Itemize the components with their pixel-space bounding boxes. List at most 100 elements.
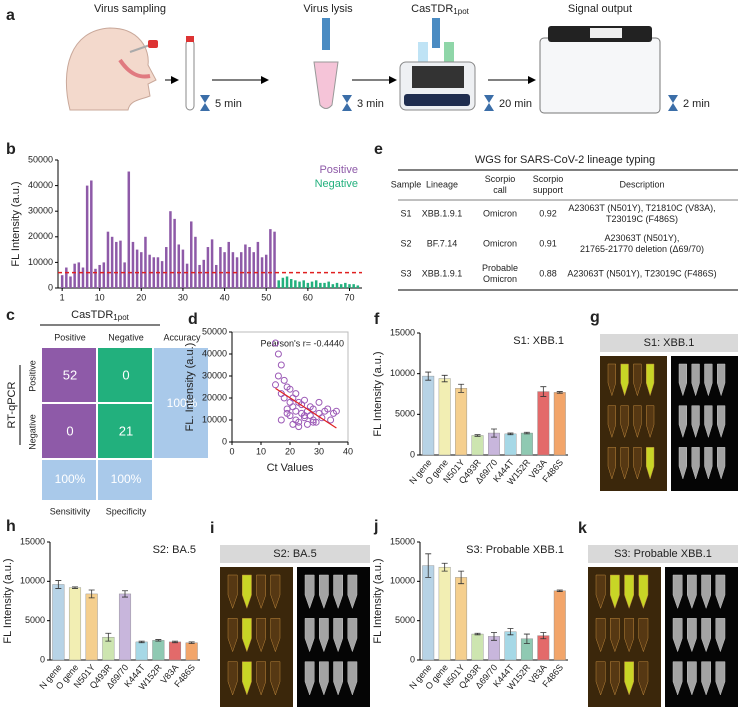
tube	[678, 405, 687, 439]
y-tick-label: 15000	[20, 536, 45, 546]
y-tick-label: 10000	[390, 576, 415, 586]
point	[274, 372, 282, 380]
step-main: CasTDR	[411, 3, 453, 15]
matrix-reference: RT-qPCR	[6, 382, 18, 429]
tube	[717, 405, 726, 439]
bar	[219, 247, 222, 288]
point	[283, 405, 291, 413]
annotation: Pearson's r= -0.4440	[260, 338, 344, 348]
tube	[715, 574, 726, 610]
point	[309, 418, 317, 426]
chart-title: S1: XBB.1	[513, 335, 564, 347]
step-label: CasTDR1pot	[411, 3, 470, 16]
tube	[717, 447, 726, 480]
point	[301, 396, 308, 404]
tube	[717, 363, 726, 397]
tube	[678, 363, 687, 397]
tube	[691, 405, 700, 439]
bar	[194, 236, 197, 288]
y-tick-label: 10000	[20, 576, 45, 586]
tube	[646, 405, 655, 439]
panel-label: f	[374, 311, 380, 328]
bar	[135, 641, 148, 661]
y-tick-label: 10000	[390, 368, 415, 378]
panel-label: e	[374, 141, 383, 158]
tube	[270, 661, 281, 696]
tube	[610, 661, 620, 696]
x-tick-label: 70	[344, 292, 354, 302]
y-tick-label: 10000	[28, 257, 53, 267]
error-bar	[122, 590, 128, 598]
tube	[701, 574, 711, 610]
bar	[537, 391, 550, 456]
error-bar	[474, 632, 481, 636]
tube	[347, 618, 358, 653]
footer-label: Sensitivity	[50, 506, 91, 516]
bar	[289, 279, 293, 288]
bar	[277, 280, 280, 288]
point	[292, 390, 300, 398]
bar	[438, 566, 451, 661]
x-tick-label: 0	[229, 446, 234, 456]
table-cell: 0.88	[539, 268, 557, 278]
image-title-bar	[600, 334, 738, 352]
point	[286, 385, 294, 393]
table-cell: T23019C (F486S)	[606, 214, 678, 224]
tube	[610, 618, 620, 653]
y-tick-label: 40000	[28, 180, 53, 190]
point	[277, 416, 285, 424]
column-label: Positive	[54, 332, 86, 342]
y-tick-label: 5000	[395, 409, 415, 419]
matrix-cell	[98, 404, 152, 458]
y-tick-label: 0	[222, 436, 227, 446]
tube	[691, 447, 700, 480]
bar	[310, 281, 314, 288]
bar	[422, 565, 435, 661]
image-title: S3: Probable XBB.1	[614, 548, 712, 560]
image-title: S1: XBB.1	[644, 337, 695, 349]
tube	[304, 618, 315, 653]
error-bar	[458, 570, 465, 585]
y-tick-label: 15000	[390, 536, 415, 546]
y-axis-label: FL Intensity (a.u.)	[2, 558, 14, 643]
bar	[281, 277, 285, 288]
bar	[106, 231, 110, 288]
point	[292, 407, 300, 415]
matrix-cell	[42, 348, 96, 402]
bar	[98, 264, 101, 288]
tube	[672, 618, 683, 653]
bar	[152, 640, 165, 661]
bar	[327, 281, 330, 288]
table-cell: 21765-21770 deletion (Δ69/70)	[580, 244, 704, 254]
error-bar	[458, 383, 465, 393]
step-label: Virus lysis	[303, 3, 353, 15]
table-title: WGS for SARS-CoV-2 lineage typing	[475, 154, 655, 166]
table-cell: Omicron	[483, 274, 517, 284]
tube	[646, 447, 655, 480]
bar	[256, 241, 260, 288]
bar	[140, 252, 143, 288]
tube	[256, 574, 266, 610]
bar	[352, 284, 355, 288]
table-cell: 0.91	[539, 238, 557, 248]
tube	[633, 363, 642, 397]
tube	[607, 363, 616, 397]
error-bar	[540, 386, 547, 397]
y-tick-label: 50000	[202, 326, 227, 336]
tube	[624, 618, 634, 653]
tube	[701, 618, 711, 653]
point	[332, 407, 340, 415]
error-bar	[491, 428, 497, 438]
panel-label: k	[578, 520, 587, 537]
y-axis-label: FL. Intensity (a.u.)	[184, 343, 196, 432]
error-bar	[155, 639, 162, 642]
legend-entry: Negative	[315, 178, 358, 190]
bar	[438, 378, 451, 456]
tube	[704, 405, 713, 439]
error-bar	[441, 562, 448, 572]
bar	[210, 239, 214, 288]
tube	[646, 363, 655, 397]
bar	[110, 236, 114, 288]
image-title: S2: BA.5	[273, 548, 316, 560]
